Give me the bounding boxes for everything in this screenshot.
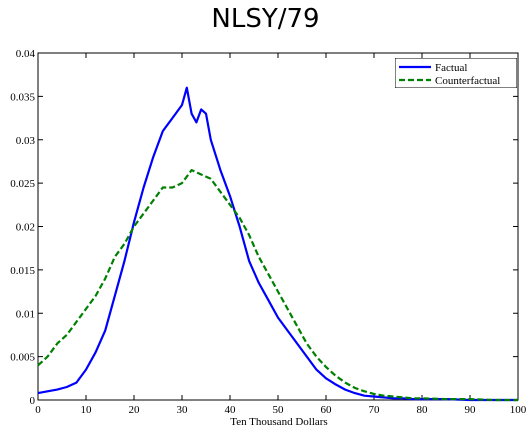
chart-title: NLSY/79 — [211, 4, 320, 34]
y-tick-label: 0.04 — [16, 48, 36, 60]
x-tick-label: 100 — [510, 404, 527, 416]
legend-label-counterfactual: Counterfactual — [435, 75, 500, 87]
y-tick-label: 0.01 — [16, 308, 35, 320]
y-tick-label: 0.03 — [16, 135, 36, 147]
y-tick-label: 0.005 — [10, 352, 35, 364]
x-tick-label: 10 — [81, 404, 93, 416]
y-tick-label: 0.02 — [16, 222, 35, 234]
plot-frame — [37, 52, 519, 401]
x-tick-label: 80 — [417, 404, 429, 416]
y-axis: 0 0.005 0.01 0.015 0.02 0.025 0.03 0.035 0.04 — [10, 48, 518, 407]
x-tick-label: 30 — [177, 404, 189, 416]
legend-box — [395, 58, 517, 88]
legend-label-factual: Factual — [435, 62, 467, 74]
y-tick-label: 0.015 — [10, 265, 35, 277]
x-tick-label: 40 — [225, 404, 237, 416]
x-tick-label: 90 — [465, 404, 477, 416]
x-tick-label: 70 — [369, 404, 381, 416]
series-line-counterfactual — [37, 169, 518, 402]
x-tick-label: 20 — [129, 404, 141, 416]
x-axis-label: Ten Thousand Dollars — [230, 416, 327, 428]
x-tick-label: 0 — [35, 404, 41, 416]
y-tick-label: 0.035 — [10, 91, 35, 103]
y-tick-label: 0 — [30, 395, 36, 407]
plot-area-border — [37, 52, 519, 401]
series-layer — [37, 86, 518, 402]
y-tick-label: 0.025 — [10, 178, 35, 190]
x-tick-label: 60 — [321, 404, 333, 416]
x-tick-label: 50 — [273, 404, 285, 416]
x-axis: 0 10 20 30 40 50 60 70 80 90 100 — [35, 53, 527, 416]
